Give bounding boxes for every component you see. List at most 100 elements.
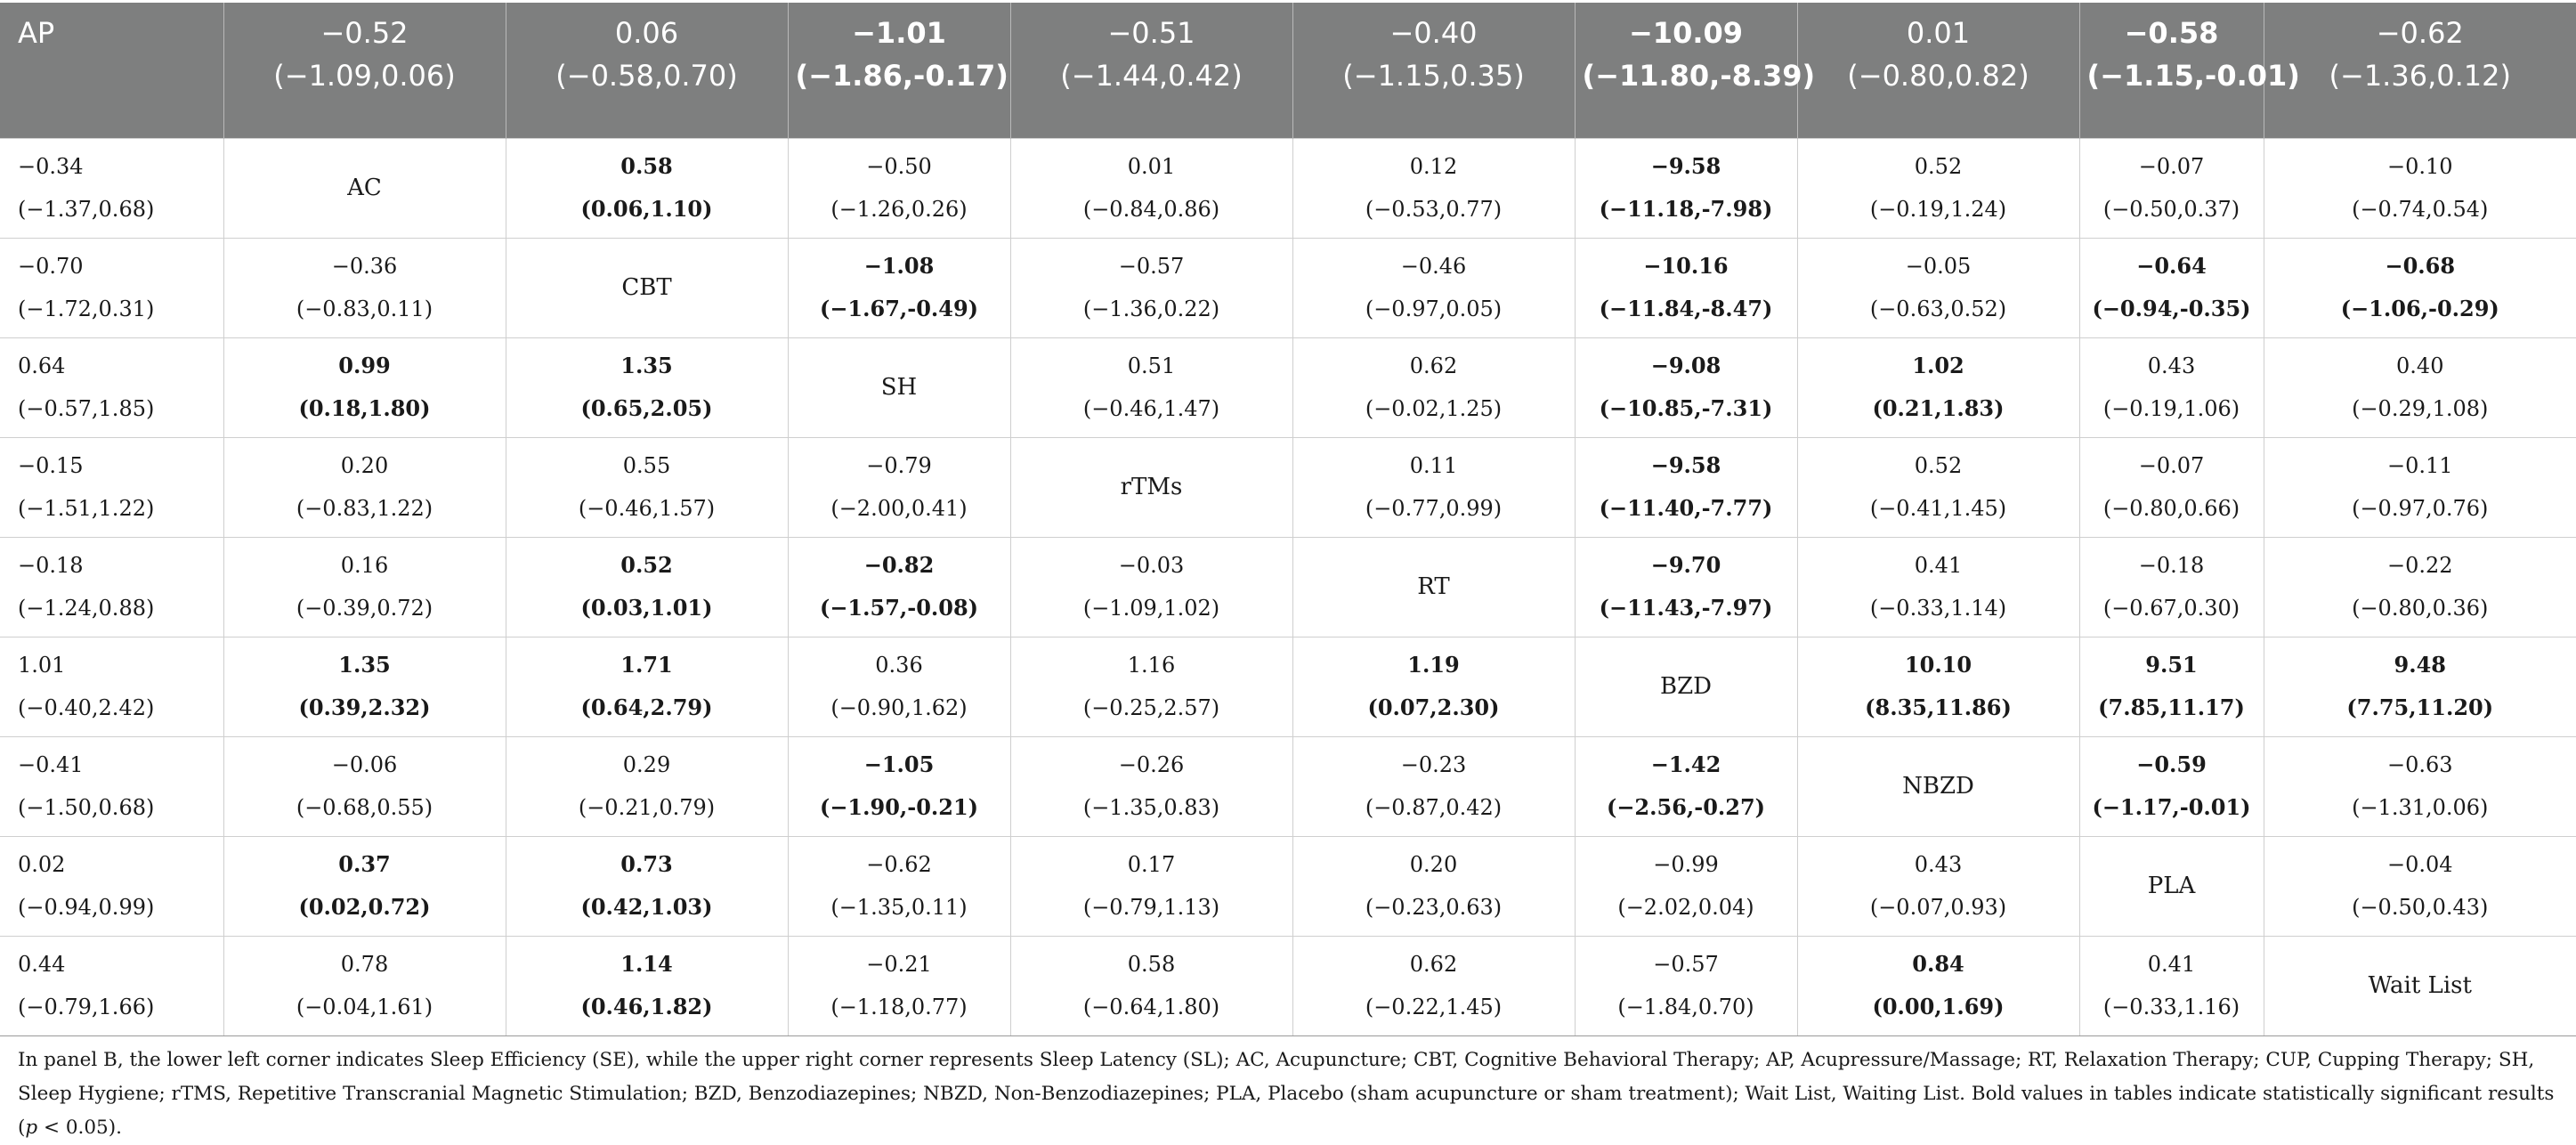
- table-row: 1.01 (−0.40,2.42) 1.35 (0.39,2.32) 1.71 (0.64…: [0, 636, 2576, 736]
- estimate-cell: 0.52 (−0.19,1.24): [1797, 137, 2080, 238]
- confidence-interval: (−0.83,1.22): [296, 496, 433, 521]
- estimate-value: −0.59: [2136, 751, 2207, 777]
- estimate-cell: 0.64 (−0.57,1.85): [0, 337, 224, 437]
- estimate-cell: 9.48 (7.75,11.20): [2264, 636, 2576, 736]
- estimate-value: −0.10: [2386, 154, 2453, 179]
- header-cell-label: AP: [0, 3, 224, 138]
- confidence-interval: (−1.35,0.83): [1082, 795, 1220, 820]
- treatment-label: AC: [347, 175, 382, 201]
- header-ci: (−1.44,0.42): [1060, 59, 1243, 93]
- estimate-cell: −10.16 (−11.84,-8.47): [1575, 237, 1798, 337]
- estimate-cell: 0.62 (−0.22,1.45): [1292, 935, 1576, 1036]
- estimate-value: −0.79: [866, 453, 932, 478]
- confidence-interval: (−0.94,-0.35): [2092, 296, 2251, 321]
- confidence-interval: (−1.17,-0.01): [2092, 794, 2251, 820]
- confidence-interval: (−0.21,0.79): [578, 795, 716, 820]
- table-footnote: In panel B, the lower left corner indica…: [18, 1043, 2564, 1145]
- confidence-interval: (−11.18,-7.98): [1599, 196, 1773, 222]
- confidence-interval: (−0.80,0.36): [2352, 596, 2489, 621]
- header-ci: (−1.15,-0.01): [2086, 59, 2300, 93]
- confidence-interval: (−1.18,0.77): [830, 995, 968, 1019]
- estimate-value: −9.58: [1650, 153, 1721, 179]
- estimate-cell: 0.20 (−0.23,0.63): [1292, 835, 1576, 936]
- footnote-p-value: < 0.05).: [37, 1117, 122, 1139]
- confidence-interval: (−0.07,0.93): [1869, 895, 2007, 920]
- estimate-cell: 0.58 (0.06,1.10): [506, 137, 789, 238]
- estimate-cell: −1.08 (−1.67,-0.49): [788, 237, 1011, 337]
- table-header: AP −0.52 (−1.09,0.06) 0.06 (−0.58,0.70) −1.01…: [0, 3, 2576, 138]
- estimate-value: −9.70: [1650, 552, 1721, 578]
- estimate-value: 1.35: [338, 652, 391, 678]
- estimate-cell: 0.20 (−0.83,1.22): [223, 436, 506, 537]
- estimate-value: 1.14: [620, 951, 673, 977]
- confidence-interval: (0.46,1.82): [580, 994, 713, 1019]
- confidence-interval: (0.06,1.10): [580, 196, 713, 222]
- estimate-cell: −0.03 (−1.09,1.02): [1010, 536, 1293, 637]
- estimate-cell: −0.50 (−1.26,0.26): [788, 137, 1011, 238]
- estimate-value: 0.11: [1409, 453, 1458, 478]
- treatment-label: CBT: [621, 274, 672, 301]
- confidence-interval: (−0.94,0.99): [18, 895, 155, 920]
- confidence-interval: (−1.57,-0.08): [819, 595, 979, 621]
- table-row: −0.18 (−1.24,0.88) 0.16 (−0.39,0.72) 0.52 (0.…: [0, 536, 2576, 637]
- confidence-interval: (−11.43,-7.97): [1599, 595, 1773, 621]
- confidence-interval: (−1.26,0.26): [830, 197, 968, 222]
- treatment-label: PLA: [2147, 873, 2196, 899]
- estimate-value: 0.29: [622, 752, 671, 777]
- estimate-cell: 0.29 (−0.21,0.79): [506, 735, 789, 836]
- estimate-cell: 1.19 (0.07,2.30): [1292, 636, 1576, 736]
- table-row: −0.41 (−1.50,0.68) −0.06 (−0.68,0.55) 0.29 (−…: [0, 735, 2576, 836]
- estimate-cell: 0.84 (0.00,1.69): [1797, 935, 2080, 1036]
- estimate-value: 0.73: [620, 851, 673, 877]
- estimate-cell: −9.70 (−11.43,-7.97): [1575, 536, 1798, 637]
- estimate-cell: −0.99 (−2.02,0.04): [1575, 835, 1798, 936]
- estimate-value: −0.06: [331, 752, 398, 777]
- confidence-interval: (0.00,1.69): [1872, 994, 2005, 1019]
- table-row: −0.15 (−1.51,1.22) 0.20 (−0.83,1.22) 0.55 (−0…: [0, 436, 2576, 537]
- estimate-value: 0.20: [340, 453, 389, 478]
- estimate-cell: 0.40 (−0.29,1.08): [2264, 337, 2576, 437]
- confidence-interval: (−0.04,1.61): [296, 995, 433, 1019]
- estimate-value: 0.43: [2147, 353, 2196, 378]
- confidence-interval: (0.42,1.03): [580, 894, 713, 920]
- estimate-value: −0.64: [2136, 253, 2207, 279]
- estimate-value: 0.12: [1409, 154, 1458, 179]
- estimate-value: 0.20: [1409, 852, 1458, 877]
- confidence-interval: (−0.53,0.77): [1365, 197, 1503, 222]
- estimate-cell: −0.21 (−1.18,0.77): [788, 935, 1011, 1036]
- estimate-value: 0.64: [18, 353, 66, 378]
- confidence-interval: (−0.63,0.52): [1869, 296, 2007, 321]
- estimate-cell: −0.26 (−1.35,0.83): [1010, 735, 1293, 836]
- confidence-interval: (−0.67,0.30): [2102, 596, 2240, 621]
- comparison-table: AP −0.52 (−1.09,0.06) 0.06 (−0.58,0.70) −1.01…: [0, 3, 2576, 1036]
- estimate-cell: −0.46 (−0.97,0.05): [1292, 237, 1576, 337]
- estimate-cell: 1.16 (−0.25,2.57): [1010, 636, 1293, 736]
- confidence-interval: (−2.02,0.04): [1617, 895, 1754, 920]
- diagonal-treatment-cell: SH: [788, 337, 1011, 437]
- estimate-cell: 0.02 (−0.94,0.99): [0, 835, 224, 936]
- estimate-value: −0.22: [2386, 553, 2453, 578]
- confidence-interval: (−2.56,-0.27): [1606, 794, 1766, 820]
- confidence-interval: (−1.09,1.02): [1082, 596, 1220, 621]
- header-value: −0.62: [2376, 16, 2464, 50]
- estimate-cell: 0.43 (−0.19,1.06): [2079, 337, 2264, 437]
- estimate-value: −0.15: [18, 453, 84, 478]
- header-cell: −0.40 (−1.15,0.35): [1292, 3, 1576, 138]
- confidence-interval: (−0.74,0.54): [2352, 197, 2489, 222]
- confidence-interval: (−1.06,-0.29): [2340, 296, 2499, 321]
- estimate-cell: −0.07 (−0.80,0.66): [2079, 436, 2264, 537]
- confidence-interval: (−1.24,0.88): [18, 596, 155, 621]
- estimate-cell: 0.43 (−0.07,0.93): [1797, 835, 2080, 936]
- confidence-interval: (0.18,1.80): [298, 395, 431, 421]
- confidence-interval: (−0.02,1.25): [1365, 396, 1503, 421]
- estimate-value: 0.52: [1914, 154, 1963, 179]
- estimate-cell: −0.11 (−0.97,0.76): [2264, 436, 2576, 537]
- estimate-cell: −0.82 (−1.57,-0.08): [788, 536, 1011, 637]
- table-row: 0.44 (−0.79,1.66) 0.78 (−0.04,1.61) 1.14 (0.4…: [0, 935, 2576, 1036]
- confidence-interval: (0.07,2.30): [1367, 694, 1500, 720]
- estimate-value: 0.62: [1409, 353, 1458, 378]
- confidence-interval: (−0.25,2.57): [1082, 695, 1220, 720]
- header-ci: (−0.58,0.70): [555, 59, 738, 93]
- confidence-interval: (−1.35,0.11): [830, 895, 968, 920]
- estimate-cell: −0.79 (−2.00,0.41): [788, 436, 1011, 537]
